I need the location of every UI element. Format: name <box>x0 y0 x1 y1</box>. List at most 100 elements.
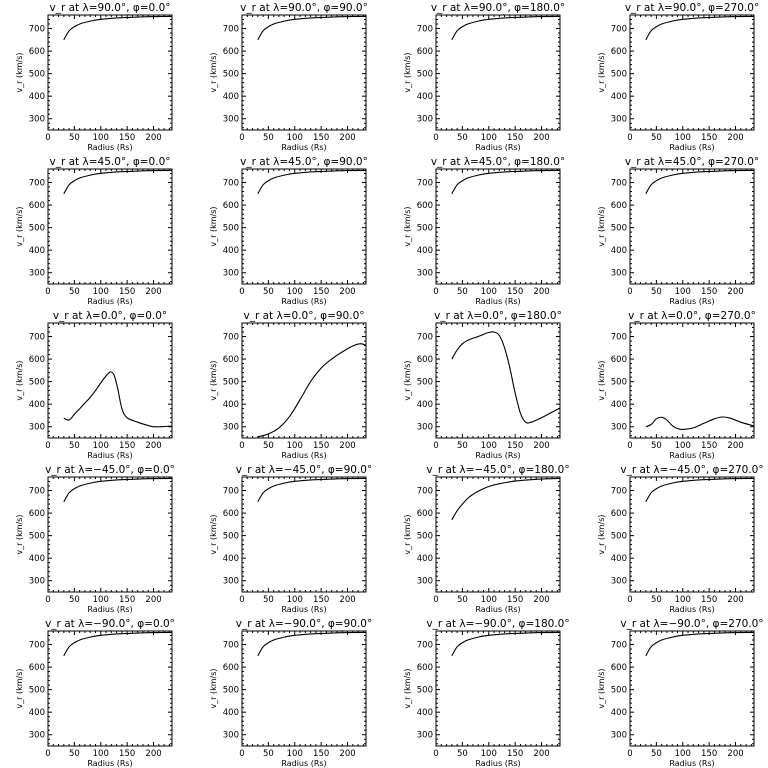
y-tick-label: 300 <box>223 115 239 125</box>
subplot-title: v_r at λ=−90.0°, φ=90.0° <box>236 618 372 630</box>
x-tick-label: 50 <box>263 287 274 297</box>
x-tick-label: 150 <box>507 595 523 605</box>
series-line <box>257 15 367 41</box>
y-tick-label: 600 <box>611 47 627 57</box>
x-axis-label: Radius (Rs) <box>281 143 326 152</box>
plot-frame <box>629 476 755 593</box>
y-tick-label: 400 <box>417 400 433 410</box>
plot-frame <box>629 14 755 131</box>
x-tick-label: 200 <box>339 595 355 605</box>
x-axis-label: Radius (Rs) <box>669 605 714 614</box>
y-tick-label: 500 <box>611 70 627 80</box>
y-tick-label: 700 <box>417 487 433 497</box>
x-tick-label: 150 <box>701 749 717 759</box>
series-line <box>451 631 561 657</box>
subplot-title: v_r at λ=−45.0°, φ=0.0° <box>45 464 175 476</box>
y-tick-label: 500 <box>29 532 45 542</box>
y-tick-label: 600 <box>611 509 627 519</box>
y-tick-label: 700 <box>611 333 627 343</box>
x-axis-label: Radius (Rs) <box>669 143 714 152</box>
subplot: v_r at λ=−45.0°, φ=270.0° 0 50 100 150 200 300… <box>597 464 764 614</box>
x-tick-label: 100 <box>675 441 691 451</box>
y-tick-label: 600 <box>611 355 627 365</box>
x-tick-label: 0 <box>627 287 632 297</box>
y-tick-label: 600 <box>417 47 433 57</box>
x-tick-label: 50 <box>263 133 274 143</box>
y-axis-label: v_r (km/s) <box>15 206 24 246</box>
y-tick-label: 600 <box>29 663 45 673</box>
y-tick-label: 600 <box>611 201 627 211</box>
x-tick-label: 100 <box>287 595 303 605</box>
plot-frame <box>241 168 367 285</box>
series-line <box>451 15 561 41</box>
y-tick-label: 600 <box>29 355 45 365</box>
subplot: v_r at λ=−90.0°, φ=180.0° 0 50 100 150 200 300… <box>403 618 570 768</box>
y-tick-label: 700 <box>417 333 433 343</box>
y-tick-label: 500 <box>417 70 433 80</box>
plot-frame <box>435 476 561 593</box>
subplot: v_r at λ=−90.0°, φ=270.0° 0 50 100 150 200 300… <box>597 618 764 768</box>
x-tick-label: 200 <box>145 595 161 605</box>
y-tick-label: 700 <box>611 487 627 497</box>
subplot: v_r at λ=45.0°, φ=270.0° 0 50 100 150 200 300 4… <box>597 156 759 306</box>
x-tick-label: 200 <box>533 441 549 451</box>
y-tick-label: 300 <box>611 269 627 279</box>
subplot: v_r at λ=90.0°, φ=270.0° 0 50 100 150 200 300 4… <box>597 2 759 152</box>
y-axis-label: v_r (km/s) <box>597 52 606 92</box>
subplot-title: v_r at λ=0.0°, φ=90.0° <box>244 310 365 322</box>
x-tick-label: 0 <box>433 595 438 605</box>
x-tick-label: 200 <box>533 287 549 297</box>
subplot: v_r at λ=−45.0°, φ=180.0° 0 50 100 150 200 300… <box>403 464 570 614</box>
x-tick-label: 100 <box>675 595 691 605</box>
subplot: v_r at λ=45.0°, φ=90.0° 0 50 100 150 200 300 40… <box>209 156 368 306</box>
y-tick-label: 500 <box>417 686 433 696</box>
x-axis-label: Radius (Rs) <box>669 451 714 460</box>
y-tick-label: 700 <box>29 641 45 651</box>
y-tick-label: 400 <box>417 708 433 718</box>
x-tick-label: 100 <box>93 441 109 451</box>
x-tick-label: 100 <box>287 287 303 297</box>
y-axis-label: v_r (km/s) <box>209 52 218 92</box>
x-tick-label: 0 <box>45 133 50 143</box>
subplot-title: v_r at λ=45.0°, φ=90.0° <box>240 156 368 168</box>
y-tick-label: 400 <box>611 708 627 718</box>
x-tick-label: 100 <box>675 133 691 143</box>
y-tick-label: 300 <box>611 423 627 433</box>
y-tick-label: 300 <box>223 423 239 433</box>
y-tick-label: 400 <box>611 92 627 102</box>
x-tick-label: 150 <box>313 595 329 605</box>
y-axis-label: v_r (km/s) <box>597 206 606 246</box>
x-tick-label: 150 <box>119 133 135 143</box>
y-tick-label: 700 <box>223 333 239 343</box>
y-tick-label: 300 <box>417 269 433 279</box>
x-tick-label: 100 <box>481 749 497 759</box>
x-tick-label: 0 <box>627 441 632 451</box>
y-axis-label: v_r (km/s) <box>597 360 606 400</box>
y-tick-label: 400 <box>417 92 433 102</box>
series-line <box>451 477 561 521</box>
subplot-title: v_r at λ=90.0°, φ=180.0° <box>431 2 565 14</box>
x-axis-label: Radius (Rs) <box>281 297 326 306</box>
y-axis-label: v_r (km/s) <box>15 514 24 554</box>
x-axis-label: Radius (Rs) <box>87 297 132 306</box>
x-tick-label: 100 <box>675 749 691 759</box>
subplot-title: v_r at λ=45.0°, φ=0.0° <box>50 156 171 168</box>
x-tick-label: 150 <box>701 133 717 143</box>
y-tick-label: 300 <box>611 731 627 741</box>
x-tick-label: 150 <box>119 749 135 759</box>
plot-frame <box>435 322 561 439</box>
y-tick-label: 700 <box>611 25 627 35</box>
subplot-title: v_r at λ=−90.0°, φ=0.0° <box>45 618 175 630</box>
y-tick-label: 600 <box>29 509 45 519</box>
subplot-title: v_r at λ=−45.0°, φ=180.0° <box>426 464 569 476</box>
x-tick-label: 200 <box>145 287 161 297</box>
x-axis-label: Radius (Rs) <box>87 143 132 152</box>
x-tick-label: 200 <box>339 441 355 451</box>
series-line <box>63 371 173 428</box>
subplot-title: v_r at λ=−90.0°, φ=270.0° <box>620 618 763 630</box>
y-axis-label: v_r (km/s) <box>15 52 24 92</box>
x-tick-label: 0 <box>627 595 632 605</box>
plot-frame <box>241 630 367 747</box>
x-tick-label: 200 <box>145 441 161 451</box>
